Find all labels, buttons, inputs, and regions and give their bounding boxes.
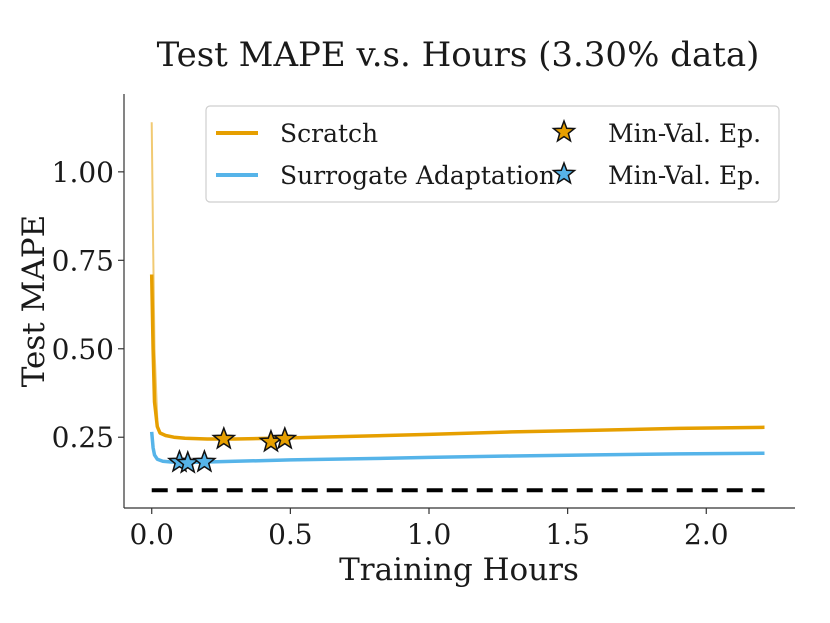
x-ticks: 0.0 0.5 1.0 1.5 2.0 xyxy=(129,508,729,551)
legend-label-scratch: Scratch xyxy=(280,119,378,148)
y-ticks: 0.25 0.50 0.75 1.00 xyxy=(52,156,124,454)
series-line-1 xyxy=(149,431,765,465)
x-tick-label: 1.5 xyxy=(545,518,590,551)
chart-title: Test MAPE v.s. Hours (3.30% data) xyxy=(157,35,760,75)
legend-label-surrogate: Surrogate Adaptation xyxy=(280,161,555,190)
x-tick-label: 2.0 xyxy=(684,518,729,551)
legend-star-scratch xyxy=(551,118,577,143)
legend-label-scratch-minval: Min-Val. Ep. xyxy=(608,119,761,148)
min-val-star xyxy=(211,425,237,450)
legend-star-mark xyxy=(551,160,577,185)
x-axis-label: Training Hours xyxy=(339,552,579,588)
x-tick-label: 0.5 xyxy=(268,518,313,551)
legend-star-mark xyxy=(551,118,577,143)
legend: Scratch Surrogate Adaptation Min-Val. Ep… xyxy=(205,105,780,203)
min-val-star xyxy=(191,448,217,473)
y-tick-label: 1.00 xyxy=(52,156,114,189)
series-line-0 xyxy=(149,274,765,441)
y-tick-label: 0.50 xyxy=(52,333,114,366)
marker-layer xyxy=(166,425,298,474)
y-tick-label: 0.25 xyxy=(52,421,114,454)
legend-frame xyxy=(205,105,780,203)
x-tick-label: 0.0 xyxy=(129,518,174,551)
y-axis-label: Test MAPE xyxy=(16,215,52,387)
legend-star-surrogate xyxy=(551,160,577,185)
y-tick-label: 0.75 xyxy=(52,244,114,277)
legend-label-surrogate-minval: Min-Val. Ep. xyxy=(608,161,761,190)
min-val-star xyxy=(272,425,298,450)
x-tick-label: 1.0 xyxy=(407,518,452,551)
